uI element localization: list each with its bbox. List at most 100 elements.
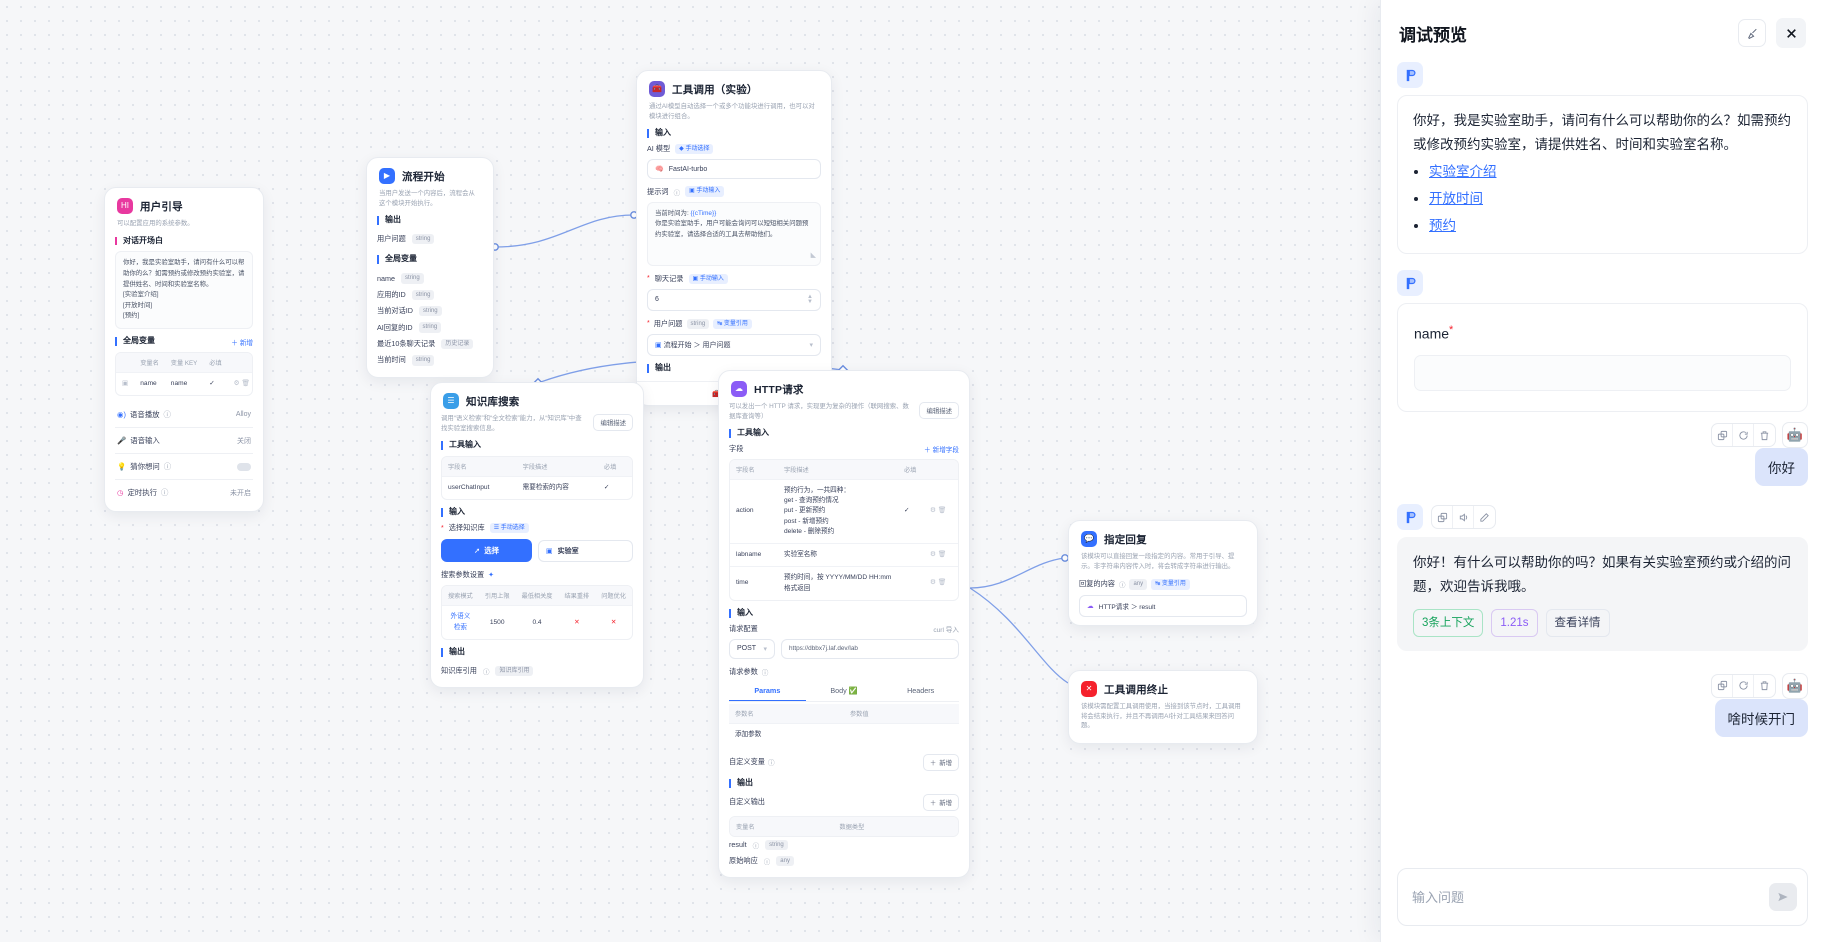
question-variable-select[interactable]: ▣ 流程开始 ＞ 用户问题 ▾ [647, 334, 821, 357]
add-variable-button[interactable]: ＋新增 [231, 337, 253, 347]
setting-voice-input[interactable]: 🎤 语音输入 关闭 [115, 430, 253, 451]
message-actions[interactable]: 🤖 [1397, 672, 1808, 699]
link-open-time[interactable]: 开放时间 [1429, 190, 1483, 206]
info-icon[interactable]: ⓘ [752, 842, 760, 850]
row-actions[interactable]: ⚙ 🗑 [924, 479, 958, 544]
setting-schedule[interactable]: ◷ 定时执行 ⓘ 未开启 [115, 482, 253, 503]
context-badge[interactable]: 3条上下文 [1413, 608, 1484, 637]
setting-voice-play[interactable]: ◉) 语音播放 ⓘ Alloy [115, 404, 253, 425]
action-group[interactable] [1711, 423, 1776, 448]
reply-mode-badge[interactable]: ↹ 变量引用 [1151, 579, 1190, 590]
robot-icon[interactable]: 🤖 [1782, 672, 1808, 699]
retry-icon[interactable] [1733, 674, 1754, 697]
history-mode-badge[interactable]: ▣ 手动输入 [688, 273, 728, 285]
edit-desc-button[interactable]: 编辑描述 [919, 402, 959, 419]
question-value: 流程开始 ＞ 用户问题 [663, 342, 731, 350]
prompt-mode-badge[interactable]: ▣ 手动输入 [685, 186, 725, 197]
select-kb-button[interactable]: ➚ 选择 [441, 539, 532, 563]
info-icon[interactable]: ⓘ [482, 668, 490, 676]
chat-input[interactable] [1412, 889, 1769, 905]
assistant-action-group[interactable] [1431, 505, 1496, 530]
speaker-icon[interactable] [1453, 506, 1474, 529]
form-name-input[interactable] [1414, 355, 1791, 392]
model-select[interactable]: 🧠 FastAI-turbo [647, 159, 821, 180]
assistant-meta[interactable]: 3条上下文 1.21s 查看详情 [1413, 608, 1792, 637]
table-row[interactable]: 添加参数 [729, 722, 959, 746]
copy-icon[interactable] [1712, 674, 1733, 697]
assistant-bubble: 你好！有什么可以帮助你的吗？如果有关实验室预约或介绍的问题，欢迎告诉我哦。 3条… [1397, 537, 1808, 651]
kb-selected-item[interactable]: ▣ 实验室 [538, 539, 633, 562]
drag-handle-icon[interactable]: ▣ [116, 371, 135, 395]
table-row[interactable]: time 预约时间，按 YYYY/MM/DD HH:mm 格式返回 ⚙ 🗑 [730, 566, 958, 600]
add-field-button[interactable]: ＋新增字段 [924, 444, 959, 454]
opening-text[interactable]: 你好，我是实验室助手，请问有什么可以帮助你的么？如需预约或修改预约实验室，请提供… [115, 251, 253, 329]
info-icon[interactable]: ⓘ [761, 669, 769, 677]
info-icon[interactable]: ⓘ [763, 859, 771, 867]
toggle-switch[interactable] [237, 462, 251, 471]
message-actions[interactable]: 🤖 [1397, 422, 1808, 449]
node-flow-start[interactable]: ▶ 流程开始 当用户发送一个内容后，流程会从这个模块开始执行。 输出 用户问题 … [366, 157, 494, 378]
add-output-button[interactable]: ＋新增 [922, 793, 959, 811]
broom-icon[interactable] [1738, 19, 1766, 47]
node-tool-end[interactable]: ✕ 工具调用终止 该模块需配置工具调用使用，当接到该节点时，工具调用将会结束执行… [1068, 670, 1258, 744]
row-actions[interactable]: ⚙ 🗑 [924, 543, 958, 567]
output-type: any [776, 855, 794, 867]
table-row[interactable]: labname 实验室名称 ⚙ 🗑 [730, 543, 958, 567]
request-tabs[interactable]: Params Body ✅ Headers [729, 681, 959, 702]
info-icon[interactable]: ⓘ [161, 488, 169, 497]
model-mode-badge[interactable]: ◆ 手动选择 [675, 144, 714, 155]
prompt-textarea[interactable]: 当前时间为: {{cTime}} 你是实验室助手，用户可能会询问可以短短相关问题… [647, 201, 821, 266]
send-icon[interactable] [1769, 883, 1797, 911]
link-reserve[interactable]: 预约 [1429, 217, 1456, 233]
suggestion-list[interactable]: 实验室介绍 开放时间 预约 [1429, 160, 1792, 237]
add-custom-var-button[interactable]: ＋新增 [922, 753, 959, 771]
curl-import-button[interactable]: curl 导入 [933, 626, 959, 634]
node-knowledge-search[interactable]: ☰ 知识库搜索 调用“语义检索”和“全文检索”能力，从“知识库”中查找实验室搜索… [430, 382, 644, 689]
tab-headers[interactable]: Headers [907, 685, 935, 695]
node-assign-reply[interactable]: 💬 指定回复 该模块可以直接回复一段指定的内容。常用于引导、提示。非字符串内容传… [1068, 520, 1258, 626]
copy-icon[interactable] [1712, 424, 1733, 447]
link-lab-intro[interactable]: 实验室介绍 [1429, 164, 1497, 180]
edit-icon[interactable] [1474, 506, 1495, 528]
resize-handle[interactable]: ◣ [810, 252, 816, 260]
close-icon[interactable] [1776, 18, 1806, 48]
row-actions[interactable]: ⚙ 🗑 [924, 566, 958, 600]
tab-params[interactable]: Params [729, 681, 806, 701]
add-param-placeholder[interactable]: 添加参数 [729, 722, 959, 746]
setting-guess-ask[interactable]: 💡 猜你想问 ⓘ [115, 456, 253, 477]
info-icon[interactable]: ⓘ [767, 760, 775, 768]
question-mode-badge[interactable]: ↹ 变量引用 [713, 318, 752, 330]
http-method-select[interactable]: POST ▾ [729, 638, 775, 659]
stepper-icon[interactable]: ▲ ▼ [807, 294, 813, 305]
chat-message-list[interactable]: 你好，我是实验室助手，请问有什么可以帮助你的么？如需预约或修改预约实验室，请提供… [1381, 58, 1824, 856]
delete-icon[interactable] [1754, 424, 1775, 446]
node-tool-call[interactable]: 🧰 工具调用（实验） 通过AI模型自动选择一个或多个功能块进行调用，也可以对模块… [636, 70, 832, 406]
duration-badge[interactable]: 1.21s [1491, 608, 1538, 637]
composer-box[interactable] [1397, 868, 1808, 926]
chevron-down-icon[interactable]: ▾ [809, 342, 813, 350]
row-actions[interactable]: ⚙ 🗑 [227, 371, 252, 395]
select-kb-mode-badge[interactable]: ☰ 手动选择 [489, 523, 529, 534]
table-row[interactable]: action 预约行为，一共四种： get - 查询预约情况 put - 更新预… [730, 479, 958, 544]
action-group[interactable] [1711, 673, 1776, 698]
delete-icon[interactable] [1754, 675, 1775, 697]
info-icon[interactable]: ⓘ [1118, 582, 1126, 590]
copy-icon[interactable] [1432, 506, 1453, 529]
settings-icon[interactable]: ✦ [488, 572, 495, 580]
info-icon[interactable]: ⓘ [163, 462, 172, 471]
row-label: 当前对话ID [377, 306, 413, 316]
retry-icon[interactable] [1733, 424, 1754, 447]
tab-body[interactable]: Body ✅ [806, 681, 883, 701]
history-number-input[interactable]: 6 ▲ ▼ [647, 289, 821, 311]
info-icon[interactable]: ⓘ [163, 410, 171, 419]
edit-desc-button[interactable]: 编辑描述 [593, 414, 633, 431]
node-user-guide[interactable]: HI 用户引导 可以配置应用的系统参数。 对话开场白 你好，我是实验室助手，请问… [104, 187, 264, 512]
info-icon[interactable]: ⓘ [673, 189, 681, 197]
input-section: 输入 请求配置 curl 导入 POST ▾ https://dbbx7j.la… [729, 608, 959, 771]
table-row[interactable]: ▣ name name ✓ ⚙ 🗑 [116, 371, 252, 395]
view-details-button[interactable]: 查看详情 [1545, 608, 1610, 637]
reply-variable-select[interactable]: ☁ HTTP请求 ＞ result [1079, 594, 1247, 617]
node-http-request[interactable]: ☁ HTTP请求 可以发出一个 HTTP 请求，实现更为复杂的操作（联网搜索、数… [718, 370, 970, 879]
robot-icon[interactable]: 🤖 [1782, 422, 1808, 449]
http-url-input[interactable]: https://dbbx7j.laf.dev/lab [781, 638, 959, 659]
